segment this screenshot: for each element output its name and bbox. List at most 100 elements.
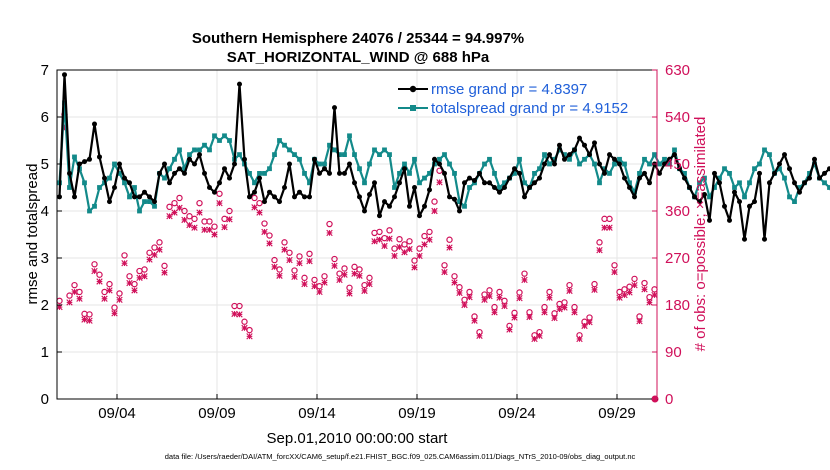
rmse-point xyxy=(97,154,102,160)
possible-obs-point xyxy=(526,309,533,316)
possible-obs-point xyxy=(131,280,138,288)
rmse-point xyxy=(167,180,172,186)
assimilated-obs-point xyxy=(111,310,118,317)
possible-obs-point xyxy=(326,220,333,228)
rmse-point xyxy=(317,170,322,176)
rmse-point xyxy=(302,194,307,200)
totalspread-point xyxy=(82,180,87,186)
assimilated-obs-point xyxy=(516,295,523,302)
rmse-point xyxy=(362,208,367,214)
assimilated-obs-point xyxy=(96,278,103,285)
totalspread-point xyxy=(517,156,522,162)
assimilated-obs-point xyxy=(171,209,178,216)
y-tick-label: 6 xyxy=(41,109,49,126)
assimilated-obs-point xyxy=(251,204,258,211)
possible-obs-point xyxy=(176,194,183,202)
possible-obs-point xyxy=(91,261,98,268)
assimilated-obs-point xyxy=(106,287,113,294)
totalspread-point xyxy=(717,175,722,181)
possible-obs-point xyxy=(641,279,648,287)
x-axis: 09/04 09/09 09/14 09/19 09/24 09/29 xyxy=(98,394,636,422)
totalspread-point xyxy=(272,152,277,157)
assimilated-obs-point xyxy=(626,289,633,296)
totalspread-point xyxy=(672,147,677,153)
assimilated-obs-point xyxy=(371,238,378,245)
plot-area-frame xyxy=(56,69,658,400)
rmse-point xyxy=(557,142,562,148)
rmse-point xyxy=(787,166,792,172)
totalspread-point xyxy=(762,147,767,153)
rmse-point xyxy=(352,180,357,186)
rmse-point xyxy=(477,170,482,176)
rmse-point xyxy=(297,189,302,195)
assimilated-obs-point xyxy=(276,272,283,279)
possible-obs-point xyxy=(606,215,613,223)
totalspread-point xyxy=(337,152,342,157)
possible-obs-point xyxy=(241,318,248,325)
rmse-point xyxy=(192,161,197,167)
totalspread-point xyxy=(377,152,382,157)
assimilated-obs-point xyxy=(591,286,598,294)
rmse-point xyxy=(532,180,537,186)
totalspread-point xyxy=(797,185,802,190)
assimilated-obs-point xyxy=(91,267,98,275)
assimilated-obs-point xyxy=(616,294,623,301)
totalspread-point xyxy=(277,138,282,143)
totalspread-point xyxy=(387,152,392,157)
assimilated-obs-point xyxy=(121,260,128,267)
totalspread-point xyxy=(97,185,102,190)
assimilated-obs-point xyxy=(416,252,423,260)
possible-obs-point xyxy=(561,299,568,306)
legend-rmse-marker xyxy=(409,85,417,93)
totalspread-point xyxy=(127,194,132,200)
rmse-point xyxy=(72,194,77,200)
rmse-point xyxy=(752,199,757,205)
possible-obs-point xyxy=(306,250,313,258)
totalspread-point xyxy=(792,199,797,204)
possible-obs-point xyxy=(416,245,423,252)
totalspread-point xyxy=(132,185,137,190)
rmse-point xyxy=(247,194,252,200)
rmse-point xyxy=(762,236,767,242)
rmse-point xyxy=(172,170,177,176)
assimilated-obs-point xyxy=(286,256,293,264)
totalspread-point xyxy=(537,166,542,172)
possible-obs-point xyxy=(76,288,83,296)
totalspread-point xyxy=(532,171,537,176)
assimilated-obs-point xyxy=(81,316,88,323)
totalspread-point xyxy=(487,156,492,162)
assimilated-obs-point xyxy=(556,305,563,313)
assimilated-obs-point xyxy=(581,322,588,330)
totalspread-point xyxy=(542,152,547,157)
rmse-point xyxy=(487,180,492,186)
y2-tick-label: 180 xyxy=(665,297,690,314)
rmse-point xyxy=(582,142,587,148)
possible-obs-point xyxy=(156,239,163,246)
totalspread-point xyxy=(347,133,352,139)
possible-obs-point xyxy=(511,309,518,317)
possible-obs-point xyxy=(281,239,288,246)
assimilated-obs-point xyxy=(586,319,593,326)
totalspread-point xyxy=(287,147,292,153)
possible-obs-point xyxy=(191,215,198,223)
rmse-point xyxy=(737,199,742,205)
possible-obs-point xyxy=(126,273,133,280)
assimilated-obs-point xyxy=(166,213,173,220)
rmse-point xyxy=(592,140,597,146)
totalspread-point xyxy=(607,171,612,176)
totalspread-point xyxy=(462,203,467,209)
x-axis-label: Sep.01,2010 00:00:00 start xyxy=(267,430,449,447)
possible-obs-point xyxy=(331,255,338,263)
possible-obs-point xyxy=(256,199,263,207)
assimilated-obs-point xyxy=(326,229,333,237)
rmse-point xyxy=(307,194,312,200)
possible-obs-point xyxy=(401,241,408,248)
totalspread-point xyxy=(437,156,442,162)
totalspread-point xyxy=(637,171,642,176)
rmse-point xyxy=(767,180,772,186)
possible-obs-point xyxy=(101,288,108,296)
possible-obs-point xyxy=(211,223,218,230)
possible-obs-point xyxy=(646,293,653,301)
possible-obs-point xyxy=(391,245,398,252)
possible-obs-point xyxy=(351,263,358,271)
